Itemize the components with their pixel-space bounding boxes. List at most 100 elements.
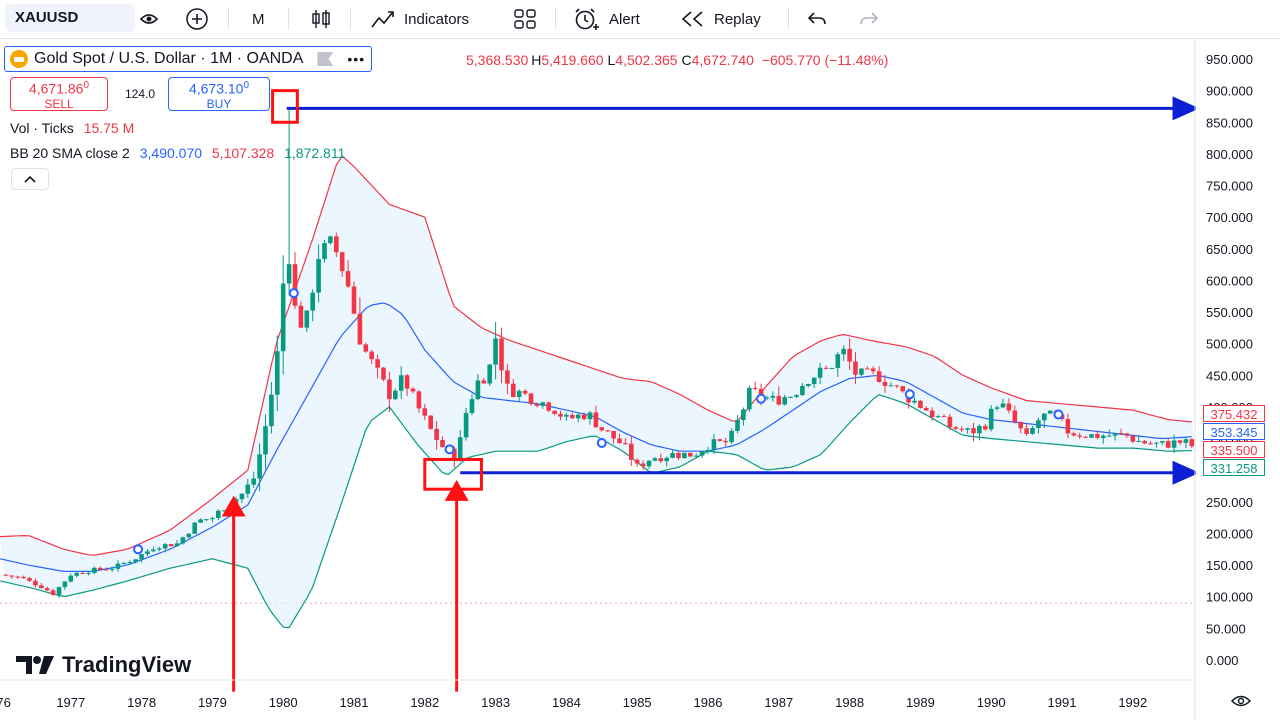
- y-tick-label: 950.000: [1206, 52, 1253, 67]
- bb-upper-price-label: 375.432: [1203, 405, 1265, 422]
- candle-body: [540, 402, 546, 406]
- alert-button[interactable]: Alert: [573, 0, 640, 38]
- candle-body: [741, 409, 746, 420]
- candle-body: [422, 408, 428, 416]
- y-tick-label: 200.000: [1206, 526, 1253, 541]
- candle-body: [162, 544, 168, 549]
- candle-body: [493, 338, 498, 365]
- candle-body: [511, 383, 516, 397]
- event-marker-icon: [1053, 409, 1064, 420]
- sell-button[interactable]: 4,671.860 SELL: [10, 77, 108, 111]
- buy-button[interactable]: 4,673.100 BUY: [168, 77, 270, 111]
- candle-body: [428, 415, 433, 429]
- candle-body: [806, 384, 811, 386]
- x-tick-label: 1987: [764, 695, 793, 710]
- candle-body: [44, 588, 50, 591]
- redo-icon[interactable]: [858, 0, 882, 38]
- x-tick-label: 1981: [340, 695, 369, 710]
- candle-body: [882, 381, 888, 386]
- candle-body: [729, 430, 734, 443]
- candle-body: [623, 443, 628, 445]
- price-chart[interactable]: 0.000 50.000 100.000 150.000 200.000 250.000 3…: [0, 40, 1280, 720]
- candle-body: [375, 359, 380, 368]
- candle-body: [103, 569, 109, 571]
- candle-body: [558, 413, 563, 417]
- candle-body: [121, 562, 127, 564]
- symbol-title-box[interactable]: Gold Spot / U.S. Dollar · 1M · OANDA •••: [4, 46, 373, 72]
- compare-icon[interactable]: [138, 0, 162, 38]
- candle-body: [50, 590, 56, 595]
- candle-body: [198, 519, 203, 523]
- y-tick-label: 50.000: [1206, 621, 1246, 636]
- candle-body: [859, 368, 864, 375]
- candle-body: [481, 380, 487, 384]
- candle-body: [1018, 421, 1023, 429]
- candle-body: [1006, 403, 1012, 411]
- candle-body: [811, 377, 817, 385]
- candle-body: [528, 393, 534, 404]
- candle-body: [587, 412, 593, 420]
- candle-body: [941, 416, 947, 418]
- candle-body: [959, 428, 964, 430]
- replay-button[interactable]: Replay: [680, 0, 761, 38]
- interval-button[interactable]: M: [252, 0, 265, 38]
- undo-icon[interactable]: [806, 0, 830, 38]
- replay-label: Replay: [714, 10, 761, 28]
- candle-body: [870, 368, 876, 372]
- candle-body: [269, 394, 274, 427]
- add-symbol-icon[interactable]: [185, 0, 209, 38]
- symbol-search[interactable]: XAUUSD: [5, 4, 135, 32]
- bb-lower-price-label: 331.258: [1203, 459, 1265, 476]
- candle-body: [552, 410, 557, 414]
- ohlc-values: 5,368.530 H5,419.660 L4,502.365 C4,672.7…: [466, 52, 889, 68]
- candle-body: [452, 448, 457, 461]
- candle-body: [1160, 441, 1165, 443]
- candle-body: [345, 271, 351, 287]
- y-tick-label: 250.000: [1206, 495, 1253, 510]
- y-tick-label: 500.000: [1206, 337, 1253, 352]
- y-tick-label: 700.000: [1206, 210, 1253, 225]
- legend-flag-icon: [317, 52, 334, 66]
- buy-price: 4,673.10: [188, 80, 244, 97]
- candle-body: [1171, 440, 1177, 448]
- settings-icon[interactable]: [1230, 690, 1252, 712]
- more-options-icon[interactable]: •••: [347, 51, 366, 67]
- y-tick-label: 650.000: [1206, 242, 1253, 257]
- indicators-button[interactable]: Indicators: [370, 0, 469, 38]
- candle-body: [334, 236, 339, 253]
- candle-body: [900, 386, 905, 392]
- chart-type-icon[interactable]: [310, 0, 334, 38]
- chevron-up-icon: [24, 175, 36, 183]
- event-marker-icon: [904, 389, 915, 400]
- x-tick-label: 1977: [56, 695, 85, 710]
- candle-body: [847, 348, 852, 362]
- candle-body: [1083, 436, 1088, 438]
- candle-body: [758, 388, 764, 398]
- candle-body: [841, 348, 846, 355]
- chart-area[interactable]: 0.000 50.000 100.000 150.000 200.000 250.000 3…: [0, 40, 1280, 720]
- x-tick-label: 1982: [410, 695, 439, 710]
- candle-body: [310, 292, 315, 311]
- candle-body: [245, 484, 251, 494]
- candle-body: [1000, 403, 1006, 408]
- candle-body: [98, 567, 103, 570]
- candle-body: [1101, 435, 1106, 438]
- candle-body: [316, 259, 321, 293]
- candle-body: [912, 400, 917, 403]
- candle-body: [865, 368, 870, 370]
- candle-body: [56, 587, 62, 595]
- candle-body: [770, 395, 776, 398]
- candle-body: [935, 416, 941, 418]
- y-tick-label: 800.000: [1206, 147, 1253, 162]
- candle-body: [924, 408, 929, 411]
- candle-body: [977, 425, 982, 434]
- candle-body: [764, 397, 770, 399]
- toolbar-divider: [228, 8, 229, 30]
- candle-body: [62, 581, 68, 588]
- collapse-legend-button[interactable]: [11, 168, 49, 190]
- candle-body: [835, 354, 841, 368]
- candle-body: [15, 576, 20, 578]
- layouts-icon[interactable]: [513, 0, 537, 38]
- candle-body: [440, 439, 445, 448]
- candle-body: [204, 519, 209, 521]
